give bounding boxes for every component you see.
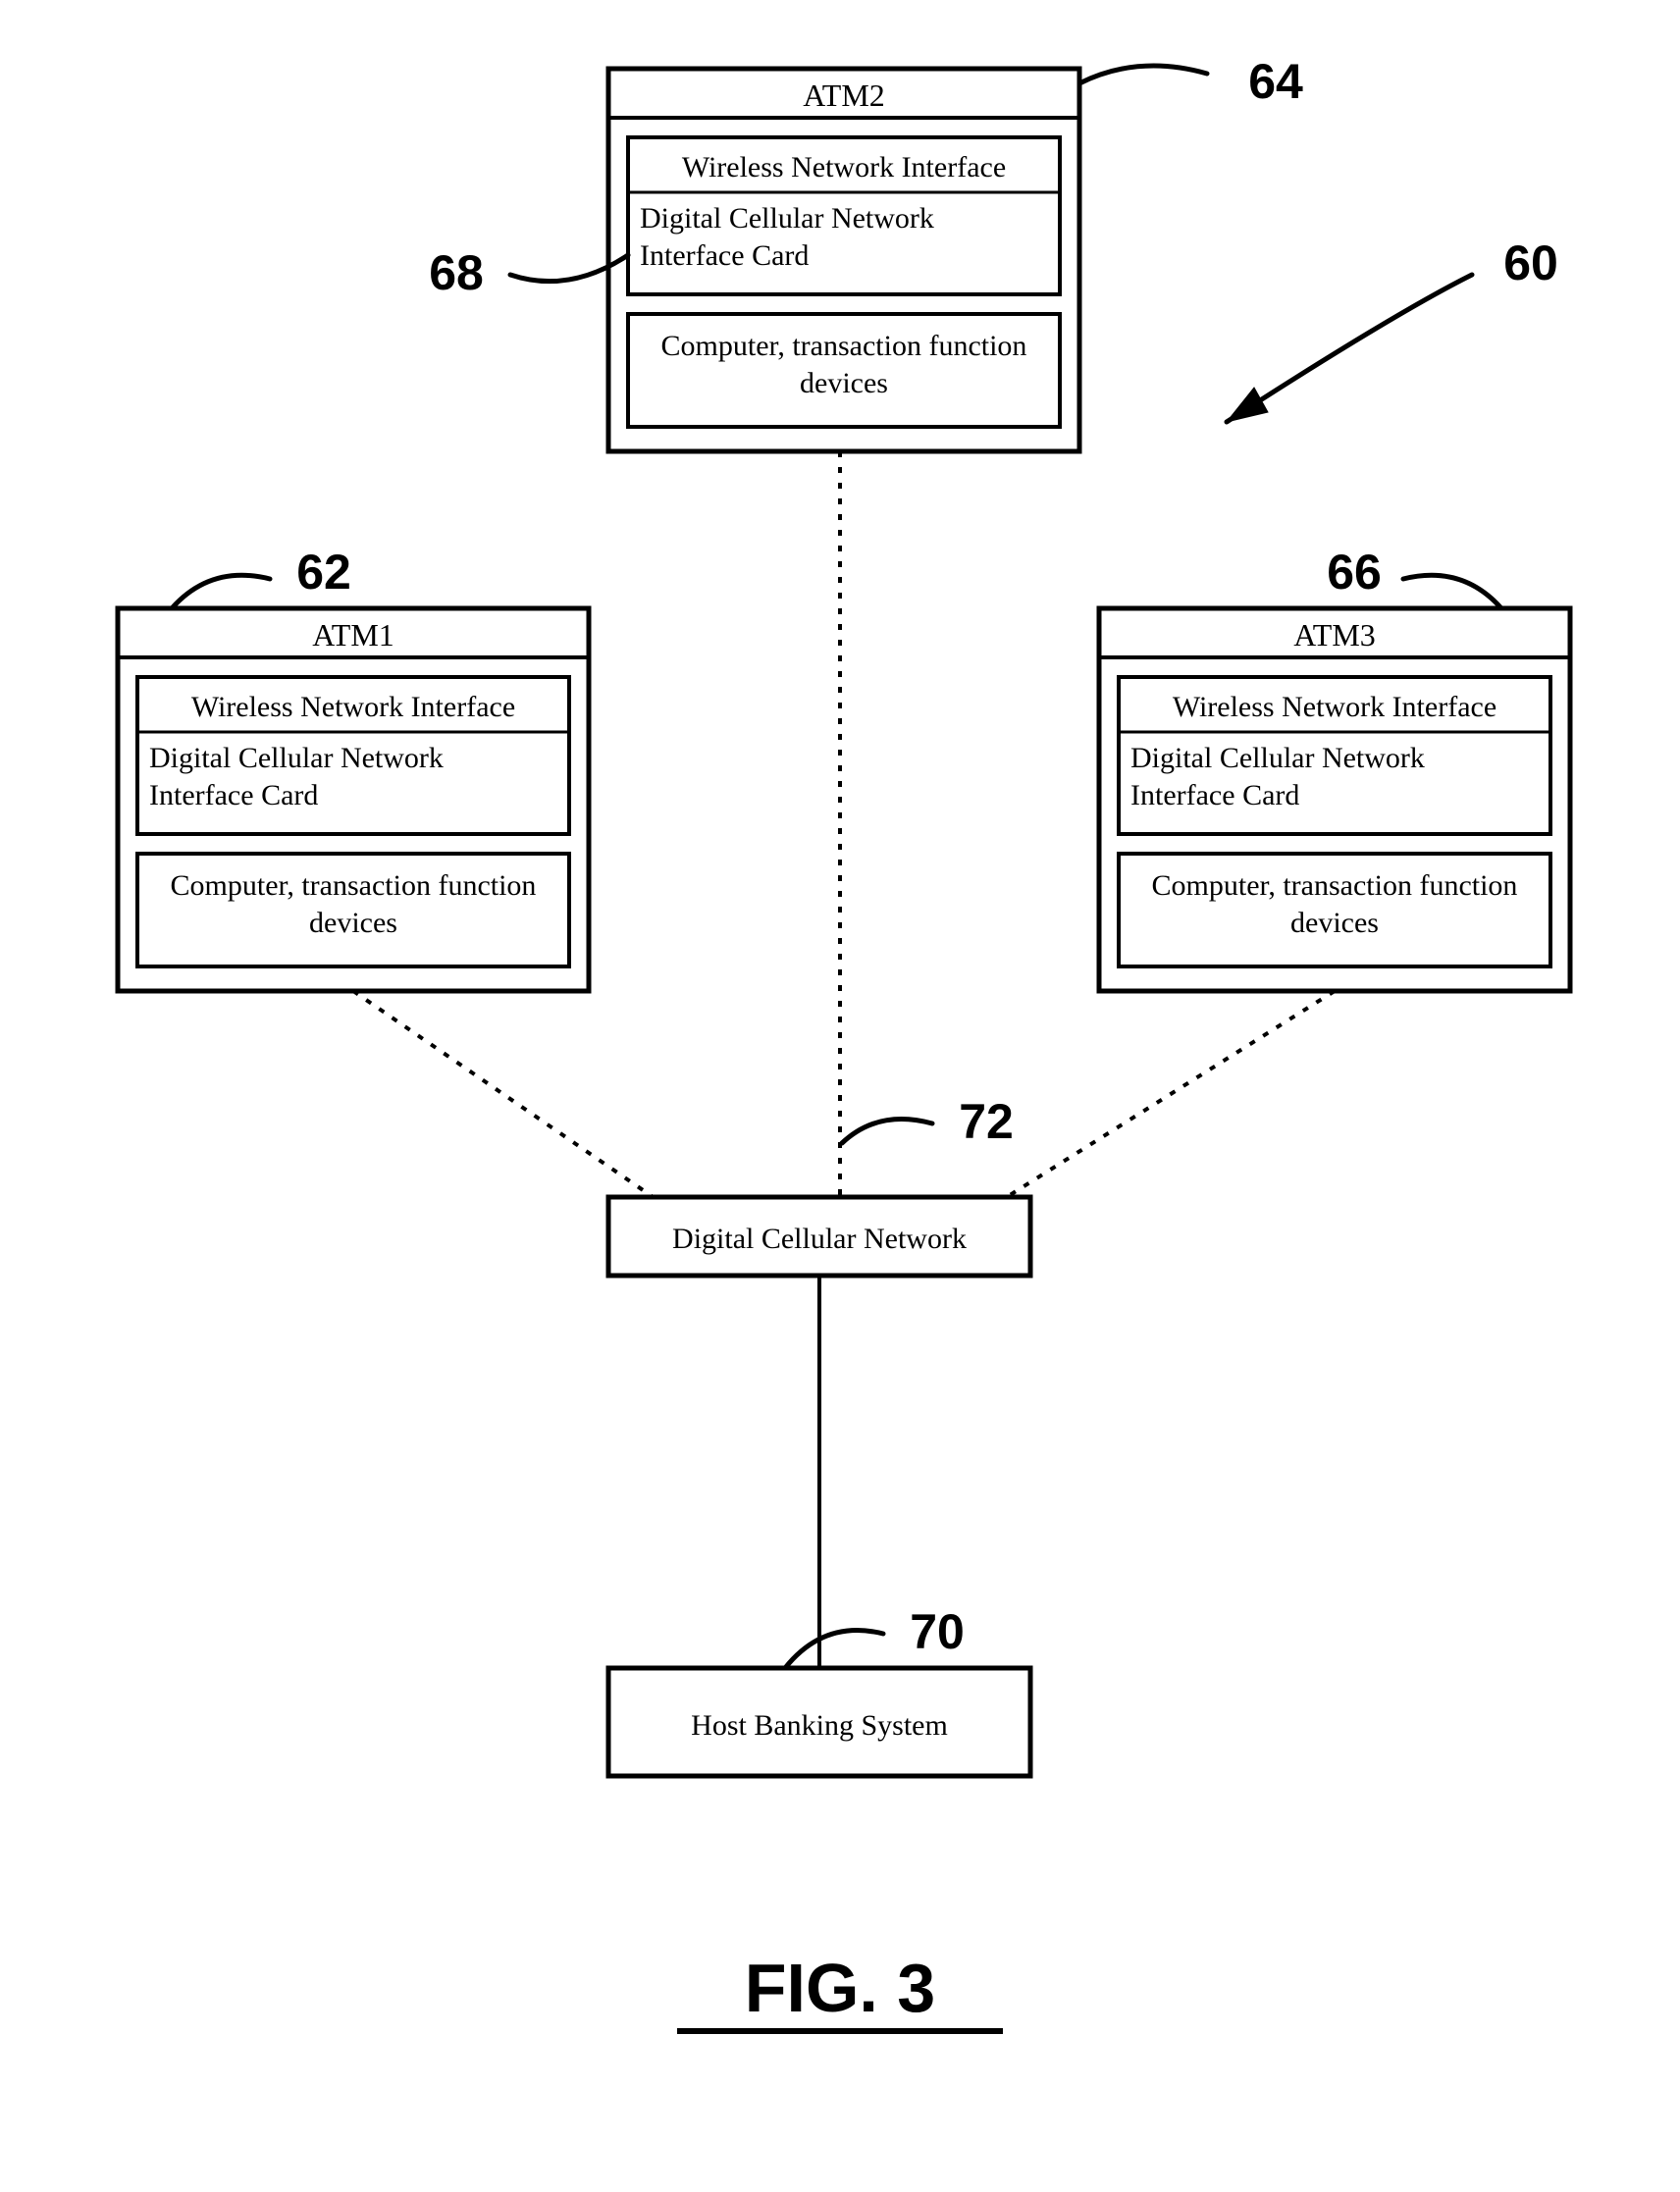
atm2-wni: Wireless Network Interface — [682, 151, 1006, 183]
ref-70: 70 — [910, 1604, 965, 1659]
atm3-dcnic-l2: Interface Card — [1130, 779, 1299, 811]
figure-label: FIG. 3 — [745, 1950, 935, 2026]
atm3-dcnic-l1: Digital Cellular Network — [1130, 742, 1425, 774]
dcn-label: Digital Cellular Network — [672, 1223, 967, 1255]
ref-68: 68 — [429, 245, 484, 300]
host-box: Host Banking System — [608, 1668, 1030, 1776]
atm1-dcnic-l2: Interface Card — [149, 779, 318, 811]
leader-60 — [1227, 275, 1472, 422]
atm2-ctfd-l1: Computer, transaction function — [661, 330, 1027, 362]
atm2-ctfd-l2: devices — [800, 367, 888, 399]
leader-64 — [1079, 66, 1207, 83]
link-atm1-dcn — [353, 991, 667, 1207]
atm2-box: ATM2 Wireless Network Interface Digital … — [608, 69, 1079, 451]
atm1-ctfd-l2: devices — [309, 907, 397, 939]
ref-64: 64 — [1248, 54, 1303, 109]
leader-70 — [785, 1631, 883, 1668]
ref-60: 60 — [1503, 235, 1558, 290]
atm1-title: ATM1 — [312, 617, 394, 652]
atm3-title: ATM3 — [1293, 617, 1376, 652]
ref-66: 66 — [1327, 545, 1382, 600]
atm3-ctfd-l2: devices — [1290, 907, 1379, 939]
atm1-ctfd-l1: Computer, transaction function — [171, 869, 537, 902]
ref-72: 72 — [959, 1094, 1014, 1149]
atm3-wni: Wireless Network Interface — [1173, 691, 1496, 723]
leader-66 — [1403, 575, 1501, 608]
atm2-dcnic-l1: Digital Cellular Network — [640, 202, 934, 235]
atm1-box: ATM1 Wireless Network Interface Digital … — [118, 608, 589, 991]
ref-62: 62 — [296, 545, 351, 600]
atm1-dcnic-l1: Digital Cellular Network — [149, 742, 444, 774]
dcn-box: Digital Cellular Network — [608, 1197, 1030, 1276]
atm3-box: ATM3 Wireless Network Interface Digital … — [1099, 608, 1570, 991]
leader-72 — [842, 1120, 932, 1144]
host-label: Host Banking System — [691, 1709, 948, 1742]
atm1-wni: Wireless Network Interface — [191, 691, 515, 723]
atm3-ctfd-l1: Computer, transaction function — [1152, 869, 1518, 902]
atm2-dcnic-l2: Interface Card — [640, 239, 809, 272]
link-atm3-dcn — [991, 991, 1335, 1207]
leader-62 — [172, 575, 270, 608]
atm2-title: ATM2 — [803, 78, 885, 113]
